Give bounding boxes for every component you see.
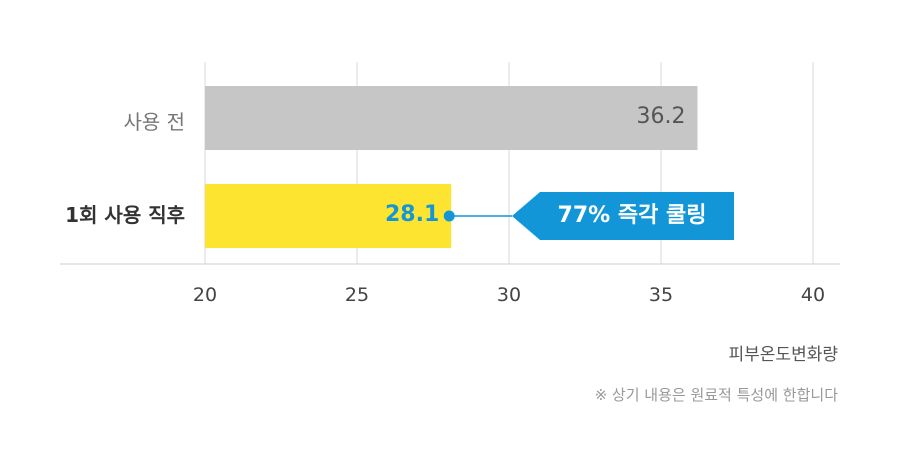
x-axis-label: 피부온도변화량 <box>728 345 838 365</box>
x-tick-label: 40 <box>800 284 826 306</box>
category-label: 사용 전 <box>123 110 185 134</box>
footnote: ※ 상기 내용은 원료적 특성에 한합니다 <box>594 386 838 404</box>
annotation-dot <box>443 210 455 222</box>
x-tick-label: 20 <box>192 284 218 306</box>
x-tick-label: 30 <box>496 284 522 306</box>
bar <box>205 86 698 150</box>
annotation-callout <box>512 192 734 240</box>
category-label: 1회 사용 직후 <box>65 203 185 227</box>
x-tick-label: 25 <box>344 284 370 306</box>
data-label: 28.1 <box>384 202 440 227</box>
x-tick-label: 35 <box>648 284 674 306</box>
bar <box>205 184 452 248</box>
annotation-text: 77% 즉각 쿨링 <box>557 203 707 228</box>
data-label: 36.2 <box>636 104 686 129</box>
